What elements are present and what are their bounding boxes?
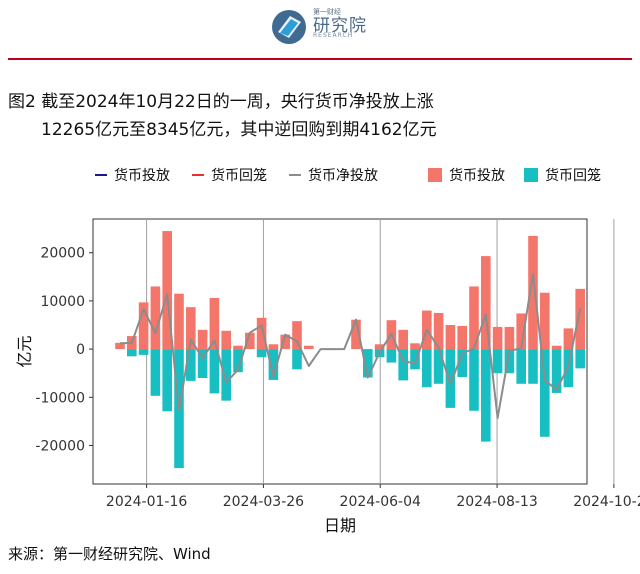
injection-bar	[481, 256, 491, 350]
legend-label: 货币投放	[449, 167, 505, 184]
withdrawal-bar	[292, 349, 302, 370]
withdrawal-bar	[469, 349, 479, 411]
injection-bar	[150, 286, 161, 350]
injection-bar	[221, 330, 231, 350]
injection-bar	[504, 326, 515, 350]
y-tick-label: -10000	[35, 390, 85, 406]
legend-key-box	[524, 168, 538, 182]
withdrawal-bar	[197, 349, 208, 378]
y-axis-title: 亿元	[15, 335, 34, 367]
withdrawal-bar	[410, 349, 420, 370]
source-note: 来源：第一财经研究院、Wind	[8, 545, 211, 563]
withdrawal-bar	[516, 349, 526, 384]
injection-bar	[563, 328, 574, 350]
injection-bar	[551, 345, 562, 350]
withdrawal-bar	[457, 349, 467, 378]
injection-bar	[457, 325, 467, 350]
injection-bar	[528, 235, 538, 350]
injection-bar	[445, 325, 456, 350]
header-divider	[8, 58, 632, 60]
withdrawal-bar	[540, 349, 550, 437]
withdrawal-bar	[162, 349, 172, 412]
injection-bar	[186, 307, 196, 350]
injection-bar	[162, 231, 172, 350]
withdrawal-bar	[481, 349, 491, 442]
figure-title-line-1: 图2 截至2024年10月22日的一周，央行货币净投放上涨	[8, 92, 434, 112]
withdrawal-bar	[422, 349, 432, 388]
injection-bar	[398, 329, 408, 350]
injection-bar	[492, 326, 503, 350]
withdrawal-bar	[492, 349, 503, 374]
legend-key-box	[428, 168, 442, 182]
x-tick-label: 2024-10-22	[573, 494, 640, 510]
withdrawal-bar	[433, 349, 444, 384]
legend-label: 货币回笼	[211, 167, 267, 184]
withdrawal-bar	[386, 349, 397, 363]
brand-logo-subtext: RESEARCH	[313, 32, 354, 39]
withdrawal-bar	[256, 349, 267, 358]
x-tick-label: 2024-01-16	[106, 494, 187, 510]
injection-bar	[280, 334, 290, 350]
legend-label: 货币净投放	[308, 167, 378, 184]
x-axis-title: 日期	[324, 516, 356, 535]
y-tick-label: 20000	[40, 246, 85, 262]
withdrawal-bar	[127, 349, 137, 357]
brand-logo-small-text: 第一财经	[313, 8, 341, 16]
withdrawal-bar	[363, 349, 373, 378]
withdrawal-bar	[221, 349, 231, 401]
withdrawal-bar	[209, 349, 220, 394]
injection-bar	[268, 344, 279, 350]
withdrawal-bar	[150, 349, 161, 396]
injection-bar	[233, 345, 243, 350]
withdrawal-bar	[398, 349, 408, 381]
withdrawal-bar	[233, 349, 243, 373]
injection-bar	[256, 317, 267, 350]
brand-logo-icon	[272, 10, 306, 44]
injection-bar	[115, 342, 125, 350]
injection-bar	[138, 302, 149, 350]
withdrawal-bar	[504, 349, 515, 374]
legend-label: 货币投放	[114, 167, 170, 184]
withdrawal-bar	[268, 349, 279, 380]
y-tick-label: -20000	[35, 438, 85, 454]
injection-bar	[209, 298, 220, 350]
legend-label: 货币回笼	[545, 167, 601, 184]
brand-logo	[270, 8, 380, 46]
injection-bar	[516, 313, 526, 350]
x-tick-label: 2024-06-04	[340, 494, 421, 510]
injection-bar	[469, 286, 479, 350]
figure-title-line-2: 12265亿元至8345亿元，其中逆回购到期4162亿元	[41, 120, 437, 140]
withdrawal-bar	[445, 349, 456, 408]
injection-bar	[197, 329, 208, 350]
x-tick-label: 2024-08-13	[456, 494, 537, 510]
y-tick-label: 0	[76, 342, 85, 358]
injection-bar	[292, 321, 302, 350]
net-injection-line	[119, 272, 582, 419]
withdrawal-bar	[575, 349, 585, 369]
injection-bar	[540, 292, 550, 350]
injection-bar	[351, 319, 361, 350]
withdrawal-bar	[186, 349, 196, 381]
withdrawal-bar	[528, 349, 538, 384]
figure-title: 图2 截至2024年10月22日的一周，央行货币净投放上涨 12265亿元至83…	[8, 88, 437, 144]
injection-bar	[575, 288, 585, 350]
y-tick-label: 10000	[40, 294, 85, 310]
injection-bar	[304, 345, 314, 350]
injection-bar	[374, 344, 385, 350]
withdrawal-bar	[551, 349, 562, 393]
injection-bar	[433, 312, 444, 350]
injection-bar	[410, 343, 420, 350]
x-tick-label: 2024-03-26	[223, 494, 304, 510]
brand-logo-text: 研究院	[313, 16, 367, 36]
withdrawal-bar	[138, 349, 149, 355]
injection-bar	[245, 332, 255, 350]
injection-bar	[174, 293, 184, 350]
